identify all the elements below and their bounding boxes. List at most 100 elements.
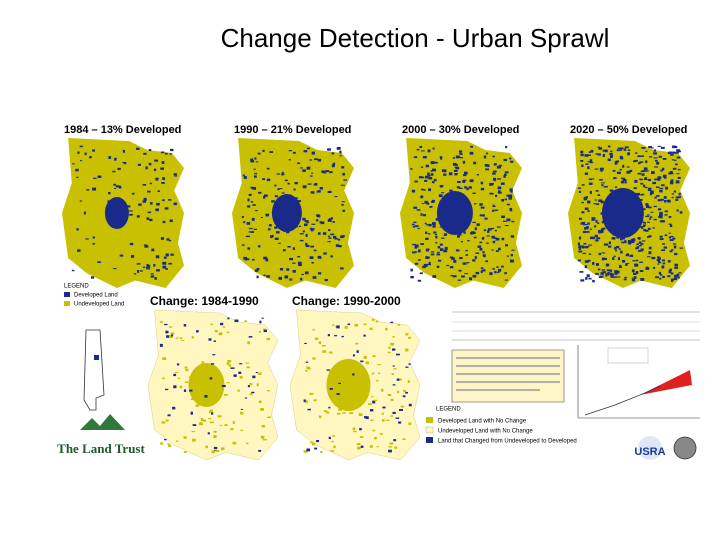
- developed-patch: [436, 253, 441, 256]
- developed-patch: [607, 158, 611, 162]
- developed-patch: [676, 273, 680, 277]
- developed-patch: [589, 228, 593, 230]
- land-trust-logo: The Land Trust: [57, 414, 145, 456]
- developed-patch: [605, 274, 608, 277]
- developed-patch: [615, 270, 620, 274]
- developed-patch: [511, 220, 515, 223]
- change-patch: [344, 325, 348, 329]
- developed-patch: [444, 246, 448, 250]
- change-patch: [307, 368, 311, 370]
- developed-patch: [462, 160, 466, 164]
- developed-patch: [297, 200, 301, 202]
- developed-patch: [657, 145, 662, 147]
- developed-patch: [590, 149, 594, 153]
- change-patch: [208, 338, 212, 341]
- change-patch: [323, 410, 328, 413]
- map-title: 1990 – 21% Developed: [234, 124, 351, 136]
- developed-patch: [342, 172, 345, 176]
- developed-patch: [327, 235, 330, 237]
- developed-patch: [457, 187, 461, 189]
- change-patch: [230, 428, 234, 431]
- developed-patch: [595, 239, 599, 242]
- change-patch: [405, 391, 409, 394]
- developed-patch: [605, 263, 609, 267]
- change-patch: [205, 445, 209, 449]
- developed-patch: [637, 156, 642, 158]
- change-patch: [393, 368, 397, 370]
- developed-patch: [662, 174, 667, 178]
- change-patch: [385, 327, 388, 331]
- developed-patch: [465, 212, 468, 215]
- developed-patch: [577, 187, 582, 189]
- developed-patch: [594, 234, 598, 238]
- developed-patch: [620, 180, 625, 184]
- developed-patch: [462, 179, 467, 182]
- change-patch: [388, 446, 393, 448]
- developed-patch: [641, 208, 646, 211]
- developed-patch: [624, 240, 627, 244]
- developed-patch: [666, 199, 671, 202]
- legend-swatch: [425, 426, 434, 434]
- developed-patch: [330, 233, 335, 236]
- change-patch: [207, 432, 210, 435]
- developed-patch: [472, 274, 477, 278]
- developed-patch: [80, 160, 83, 162]
- developed-patch: [600, 272, 604, 275]
- developed-patch: [137, 270, 140, 273]
- developed-patch: [483, 254, 486, 258]
- developed-patch: [668, 232, 671, 234]
- developed-patch: [599, 167, 604, 171]
- developed-patch: [498, 247, 501, 251]
- developed-patch: [477, 245, 482, 248]
- developed-patch: [449, 189, 453, 192]
- developed-patch: [617, 213, 620, 216]
- change-patch: [170, 333, 174, 337]
- change-patch: [232, 441, 237, 445]
- developed-patch: [594, 225, 597, 228]
- developed-patch: [465, 249, 468, 252]
- change-patch: [359, 436, 364, 438]
- change-patch: [215, 450, 220, 452]
- legend-swatch: [64, 292, 70, 297]
- change-patch: [374, 437, 377, 440]
- developed-patch: [675, 152, 679, 154]
- change-patch: [223, 394, 228, 396]
- developed-patch: [252, 258, 255, 261]
- developed-patch: [425, 248, 429, 252]
- developed-patch: [294, 225, 298, 228]
- developed-patch: [443, 217, 447, 220]
- developed-patch: [91, 276, 95, 279]
- developed-patch: [79, 145, 83, 148]
- change-patch: [387, 351, 391, 354]
- developed-patch: [275, 231, 280, 234]
- developed-patch: [623, 148, 627, 151]
- developed-patch: [479, 214, 483, 217]
- developed-patch: [616, 149, 620, 152]
- developed-patch: [318, 272, 322, 275]
- developed-patch: [598, 252, 602, 256]
- change-patch: [184, 381, 189, 383]
- developed-patch: [339, 150, 342, 154]
- legend-item: Undeveloped Land: [74, 302, 124, 308]
- developed-patch: [458, 150, 463, 153]
- change-patch: [314, 447, 318, 450]
- developed-patch: [609, 213, 614, 217]
- developed-patch: [302, 230, 305, 233]
- developed-patch: [582, 230, 587, 234]
- change-patch: [363, 323, 367, 326]
- developed-patch: [580, 222, 584, 225]
- developed-patch: [162, 220, 166, 224]
- developed-patch: [296, 208, 300, 210]
- change-patch: [240, 411, 244, 415]
- developed-patch: [657, 178, 661, 181]
- developed-patch: [610, 274, 614, 278]
- developed-patch: [623, 228, 627, 231]
- developed-patch: [331, 164, 335, 168]
- change-patch: [382, 406, 386, 409]
- change-patch: [355, 342, 359, 345]
- developed-patch: [247, 198, 250, 202]
- developed-patch: [614, 186, 618, 188]
- developed-patch: [655, 159, 658, 162]
- developed-patch: [310, 191, 315, 194]
- change-patch: [381, 388, 384, 392]
